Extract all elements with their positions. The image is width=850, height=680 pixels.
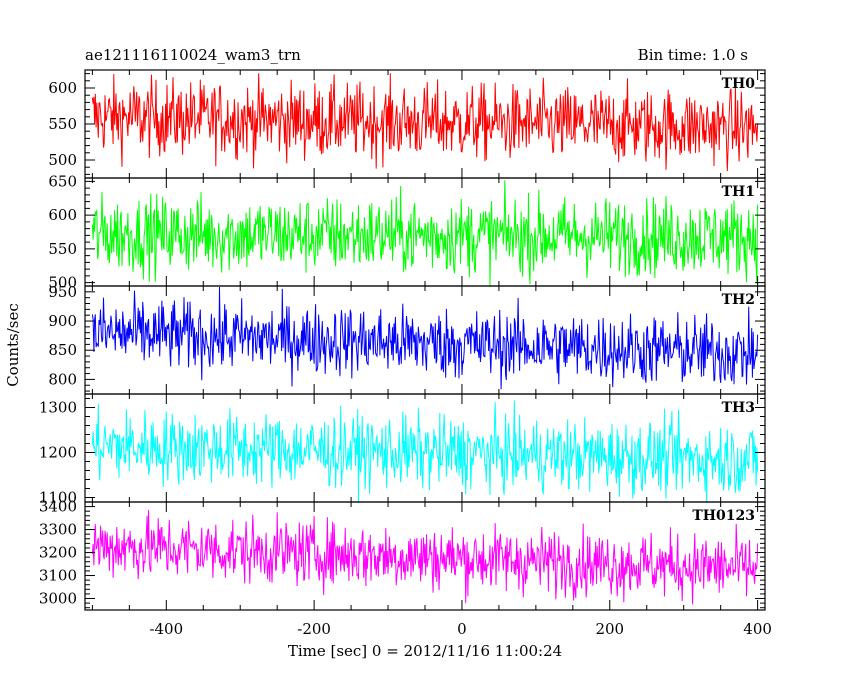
y-tick-label-th3: 1100	[39, 489, 77, 507]
y-tick-label-th2: 850	[48, 341, 77, 359]
y-tick-label-th0: 500	[48, 151, 77, 169]
y-tick-label-th2: 950	[48, 283, 77, 301]
y-tick-label-th3: 1200	[39, 444, 77, 462]
series-line-th3	[91, 400, 759, 502]
bin-time-label: Bin time: 1.0 s	[638, 46, 748, 64]
x-axis-label: Time [sec] 0 = 2012/11/16 11:00:24	[288, 642, 562, 660]
y-tick-label-th0123: 3000	[39, 590, 77, 608]
y-tick-label-th0: 550	[48, 115, 77, 133]
x-tick-label: 0	[457, 620, 467, 638]
x-tick-label: -400	[149, 620, 183, 638]
panel-th1: 500 550 600 650 TH1	[48, 172, 766, 292]
y-tick-label-th1: 500	[48, 274, 77, 292]
panel-label-th2: TH2	[722, 292, 755, 308]
y-axis-label: Counts/sec	[4, 303, 22, 387]
panel-label-th0: TH0	[722, 76, 756, 92]
panel-th2: 800 850 900 950 TH2	[48, 283, 766, 395]
panel-th0123: 3000 3100 3200 3300 3400 TH0123	[39, 498, 766, 611]
y-tick-label-th0: 600	[48, 79, 77, 97]
panel-th0: 500 550 600 TH0	[48, 69, 766, 179]
series-line-th2	[91, 286, 759, 390]
x-tick-label: 200	[595, 620, 624, 638]
series-line-th0	[91, 73, 759, 172]
x-tick-label: 400	[743, 620, 772, 638]
series-line-th0123	[91, 509, 759, 605]
series-line-th1	[91, 180, 759, 286]
panel-label-th3: TH3	[722, 400, 755, 416]
y-tick-label-th3: 1300	[39, 399, 77, 417]
y-tick-label-th0123: 3300	[39, 521, 77, 539]
y-tick-label-th0123: 3100	[39, 567, 77, 585]
x-tick-label: -200	[297, 620, 331, 638]
y-tick-label-th2: 900	[48, 312, 77, 330]
chart-title: ae121116110024_wam3_trn	[85, 46, 301, 64]
panel-th3: 1100 1200 1300 TH3	[39, 393, 766, 507]
y-tick-label-th1: 650	[48, 172, 77, 190]
panel-label-th1: TH1	[722, 184, 755, 200]
y-tick-label-th2: 800	[48, 370, 77, 388]
panel-label-th0123: TH0123	[692, 508, 755, 524]
x-axis: -400 -200 0 200 400	[149, 620, 771, 638]
y-tick-label-th0123: 3200	[39, 544, 77, 562]
panels-group: 500 550 600 TH0 500 550 600 650 TH1 800 850 900 950 T…	[39, 69, 766, 611]
y-tick-label-th0123: 3400	[39, 498, 77, 516]
y-tick-label-th1: 550	[48, 240, 77, 258]
y-tick-label-th1: 600	[48, 206, 77, 224]
